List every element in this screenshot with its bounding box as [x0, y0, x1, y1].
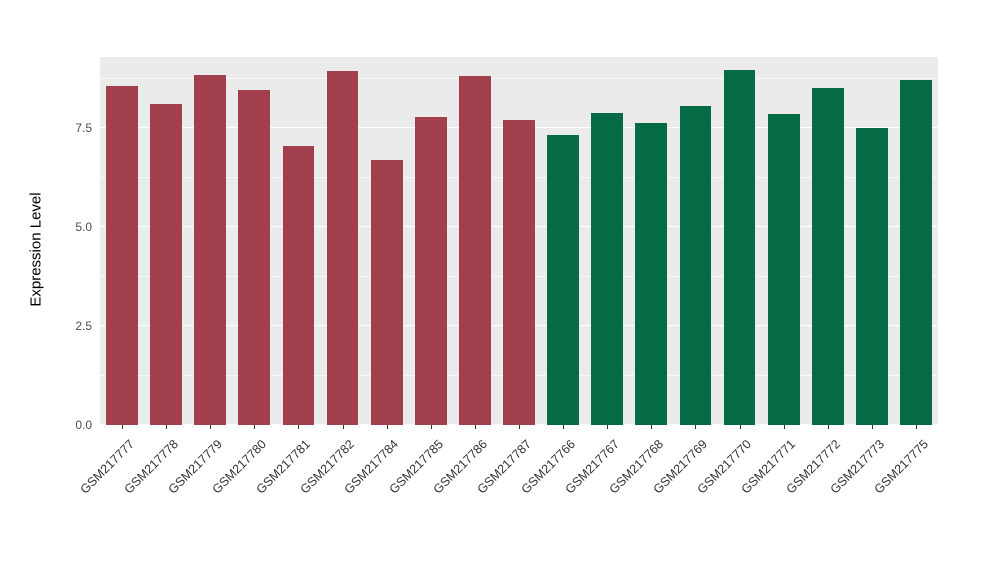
x-tick-mark — [474, 425, 476, 429]
x-tick-mark — [519, 425, 520, 429]
minor-gridline — [100, 77, 938, 79]
x-tick-mark — [210, 425, 212, 429]
x-tick-mark — [739, 425, 741, 429]
x-tick-mark — [695, 425, 697, 429]
bar — [150, 104, 183, 425]
bar — [414, 117, 447, 425]
y-axis-title: Expression Level — [27, 192, 45, 307]
y-tick-label: 2.5 — [75, 319, 92, 334]
bar — [900, 79, 932, 425]
bar — [855, 127, 888, 425]
plot-panel — [100, 57, 938, 425]
x-tick-mark — [651, 425, 653, 429]
bar — [547, 134, 579, 425]
bar — [282, 146, 315, 425]
x-tick-mark — [430, 425, 432, 429]
bar — [767, 113, 800, 425]
x-tick-mark — [871, 425, 873, 429]
x-tick-mark — [386, 425, 388, 429]
bar — [591, 113, 624, 425]
x-tick-mark — [298, 425, 300, 429]
bar — [370, 159, 403, 425]
x-tick-mark — [166, 425, 168, 429]
x-tick-mark — [607, 425, 609, 429]
y-tick-label: 7.5 — [75, 121, 92, 136]
bar — [679, 106, 712, 425]
x-tick-mark — [783, 425, 785, 429]
y-tick-label: 0.0 — [75, 418, 92, 432]
x-tick-mark — [563, 425, 565, 429]
bar — [106, 85, 138, 425]
bar — [326, 70, 359, 425]
bar — [459, 76, 491, 425]
bar — [723, 70, 756, 425]
y-tick-label: 5.0 — [75, 220, 92, 235]
x-tick-mark — [342, 425, 344, 429]
bar — [194, 74, 227, 425]
bar — [503, 119, 535, 425]
bar — [811, 87, 844, 425]
x-tick-mark — [254, 425, 256, 429]
x-tick-mark — [122, 425, 124, 429]
x-tick-mark — [827, 425, 829, 429]
x-tick-mark — [915, 425, 917, 429]
bar — [238, 89, 271, 425]
bar — [635, 123, 668, 425]
